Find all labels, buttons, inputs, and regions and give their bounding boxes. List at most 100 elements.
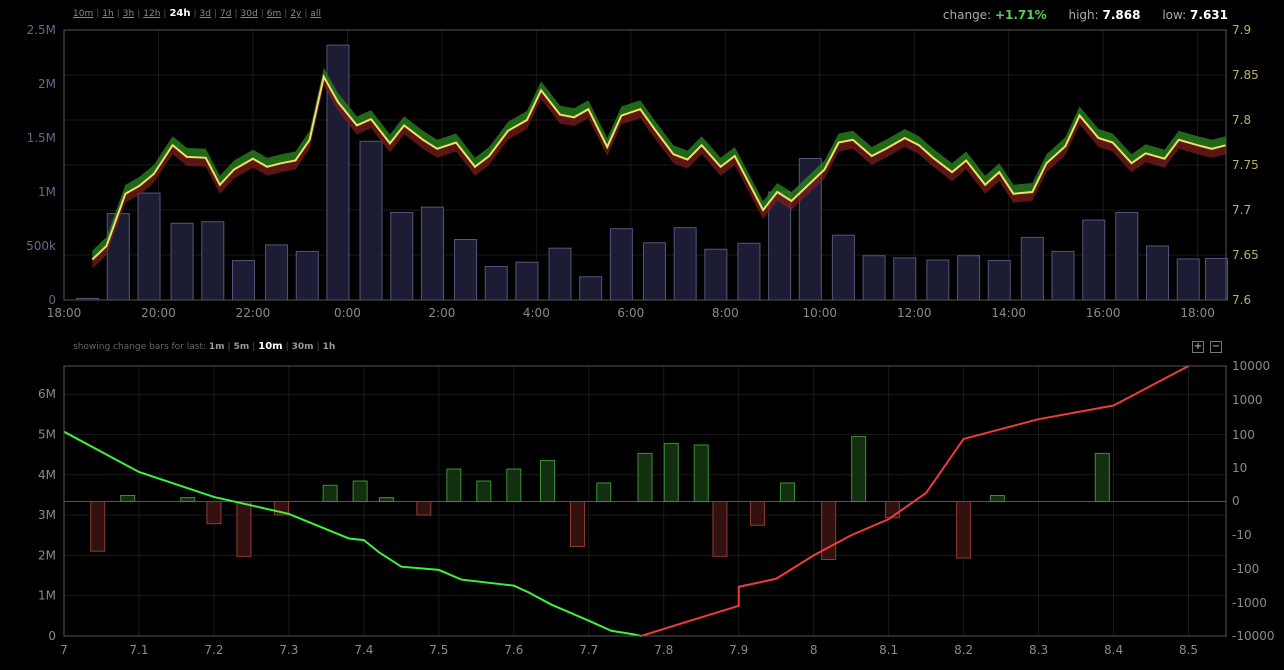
plot-frame	[63, 365, 1227, 637]
volume-bar	[137, 192, 161, 301]
timeframe-all[interactable]: all	[310, 9, 321, 19]
timeframe-10m[interactable]: 10m	[73, 9, 94, 19]
high-value: 7.868	[1102, 8, 1141, 22]
volume-bar	[1051, 250, 1075, 301]
timeframe-3h[interactable]: 3h	[122, 9, 135, 19]
x-tick-label: 7.2	[204, 643, 223, 657]
y-right-tick-label: 10	[1232, 461, 1247, 475]
volume-bar	[768, 191, 792, 301]
x-tick-label: 8	[810, 643, 818, 657]
change-bars-1m[interactable]: 1m	[208, 342, 225, 352]
change-label: change:	[942, 8, 992, 22]
timeframe-12h[interactable]: 12h	[143, 9, 161, 19]
x-tick-label: 22:00	[236, 306, 271, 320]
timeframe-6m[interactable]: 6m	[266, 9, 282, 19]
volume-bar	[265, 244, 289, 301]
y-left-tick-label: 0	[48, 629, 56, 643]
y-right-tick-label: -1000	[1232, 596, 1267, 610]
y-right-tick-label: 7.7	[1232, 203, 1251, 217]
y-right-tick-label: 0	[1232, 494, 1240, 508]
change-bar	[749, 501, 765, 526]
change-bar	[506, 468, 522, 502]
volume-bar	[1146, 245, 1170, 301]
change-bar	[989, 495, 1005, 502]
asks-depth-line	[640, 365, 1189, 637]
volume-bar	[1082, 219, 1106, 301]
zoom-in-button[interactable]: +	[1192, 341, 1204, 353]
volume-bar	[673, 227, 697, 301]
y-left-tick-label: 4M	[38, 468, 56, 482]
volume-bar	[957, 255, 981, 301]
x-tick-label: 18:00	[1180, 306, 1215, 320]
timeframe-30d[interactable]: 30d	[240, 9, 258, 19]
change-bars-1h[interactable]: 1h	[322, 342, 336, 352]
separator: |	[252, 342, 256, 352]
timeframe-7d[interactable]: 7d	[220, 9, 232, 19]
change-bar	[476, 480, 492, 502]
separator: |	[163, 9, 167, 19]
change-bar	[1094, 452, 1110, 502]
y-right-tick-label: 7.6	[1232, 293, 1251, 307]
volume-bar	[1176, 258, 1200, 301]
x-tick-label: 7.1	[129, 643, 148, 657]
change-bar	[120, 495, 136, 502]
separator: |	[227, 342, 231, 352]
y-right-tick-label: -100	[1232, 562, 1259, 576]
x-tick-label: 7.4	[354, 643, 373, 657]
volume-bar	[987, 260, 1011, 301]
separator: |	[316, 342, 320, 352]
change-bars-5m[interactable]: 5m	[233, 342, 250, 352]
y-left-tick-label: 2M	[38, 548, 56, 562]
change-bars-30m[interactable]: 30m	[291, 342, 314, 352]
volume-bar	[515, 261, 539, 301]
volume-bar	[1205, 257, 1229, 301]
x-tick-label: 0:00	[334, 306, 361, 320]
separator: |	[234, 9, 238, 19]
bids-depth-line	[63, 430, 642, 637]
volume-bar	[579, 276, 603, 301]
volume-bar	[831, 234, 855, 301]
volume-bar	[642, 242, 666, 301]
change-bar	[540, 460, 556, 502]
separator: |	[284, 9, 288, 19]
separator: |	[214, 9, 218, 19]
y-left-tick-label: 2.5M	[27, 23, 56, 37]
separator: |	[304, 9, 308, 19]
y-right-tick-label: 7.9	[1232, 23, 1251, 37]
x-tick-label: 6:00	[617, 306, 644, 320]
volume-bar	[454, 239, 478, 301]
y-left-tick-label: 500k	[26, 239, 56, 253]
depth-chart: 7 7.1 7.2 7.3 7.4 7.5 7.6 7.7 7.8 7.9 8 8.1 8.2 8.3 8.…	[38, 359, 1275, 657]
timeframe-3d[interactable]: 3d	[199, 9, 211, 19]
y-left-tick-label: 1M	[38, 185, 56, 199]
x-tick-label: 8.5	[1179, 643, 1198, 657]
change-bar	[322, 484, 338, 502]
y-left-tick-label: 6M	[38, 387, 56, 401]
volume-bar	[609, 228, 633, 301]
x-tick-label: 8.4	[1104, 643, 1123, 657]
timeframe-24h[interactable]: 24h	[169, 8, 191, 19]
change-bar	[637, 452, 653, 502]
timeframe-2y[interactable]: 2y	[290, 9, 302, 19]
volume-bar	[359, 140, 383, 301]
separator: |	[193, 9, 197, 19]
change-bar	[352, 480, 368, 502]
y-left-tick-label: 0	[48, 293, 56, 307]
separator: |	[116, 9, 120, 19]
change-bar	[446, 468, 462, 502]
x-tick-label: 7.9	[729, 643, 748, 657]
change-bars-10m[interactable]: 10m	[258, 341, 283, 352]
x-tick-label: 10:00	[802, 306, 837, 320]
separator: |	[285, 342, 289, 352]
volume-bar	[420, 206, 444, 301]
volume-bar	[737, 242, 761, 301]
volume-bar	[170, 222, 194, 301]
x-tick-label: 7.3	[279, 643, 298, 657]
change-bar	[236, 501, 252, 557]
x-tick-label: 8:00	[712, 306, 739, 320]
volume-bar	[484, 266, 508, 301]
zoom-out-button[interactable]: −	[1210, 341, 1222, 353]
timeframe-1h[interactable]: 1h	[102, 9, 114, 19]
x-tick-label: 16:00	[1086, 306, 1121, 320]
change-bar	[663, 442, 679, 502]
